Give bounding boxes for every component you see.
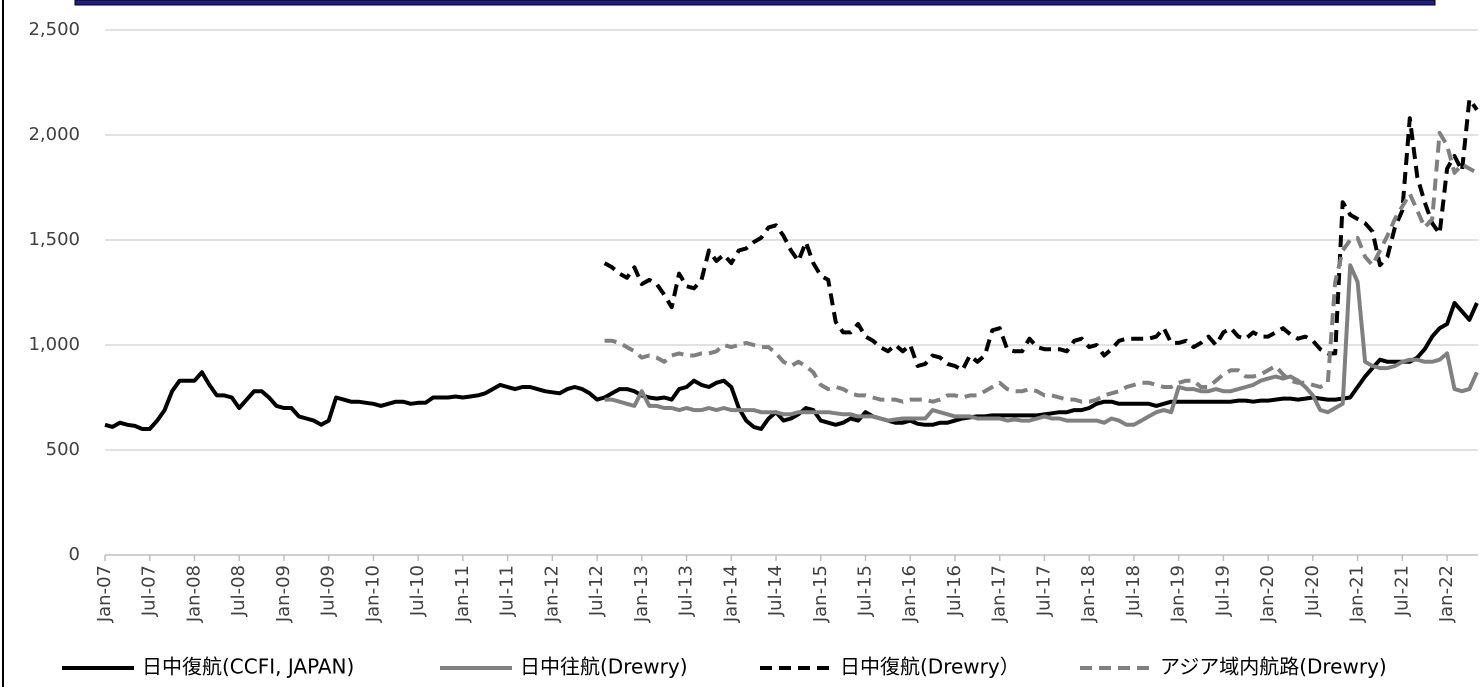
y-tick-label: 0 — [69, 544, 80, 565]
y-tick-label: 1,000 — [28, 334, 80, 355]
x-tick-label: Jan-22 — [1436, 565, 1457, 623]
x-tick-label: Jan-12 — [541, 565, 562, 623]
x-tick-label: Jul-10 — [407, 565, 428, 617]
x-tick-label: Jan-13 — [631, 565, 652, 623]
series-line — [104, 301, 1479, 431]
x-tick-label: Jan-18 — [1078, 565, 1099, 623]
x-tick-label: Jan-11 — [452, 565, 473, 623]
x-tick-label: Jan-14 — [720, 565, 741, 623]
legend-label: アジア域内航路(Drewry) — [1160, 655, 1387, 679]
legend-label: 日中往航(Drewry) — [520, 655, 688, 679]
x-tick-label: Jan-16 — [899, 565, 920, 623]
top-bar — [74, 0, 1436, 6]
x-tick-label: Jul-16 — [944, 565, 965, 617]
y-tick-label: 2,500 — [28, 19, 80, 40]
x-tick-label: Jan-09 — [273, 565, 294, 623]
y-tick-label: 1,500 — [28, 229, 80, 250]
x-tick-label: Jul-20 — [1302, 565, 1323, 617]
x-tick-label: Jul-17 — [1033, 565, 1054, 617]
x-tick-label: Jul-08 — [228, 565, 249, 617]
x-tick-label: Jul-18 — [1123, 565, 1144, 617]
x-tick-label: Jan-15 — [810, 565, 831, 623]
x-tick-label: Jan-17 — [989, 565, 1010, 623]
x-tick-label: Jul-14 — [765, 565, 786, 617]
y-tick-label: 500 — [46, 439, 80, 460]
x-tick-label: Jul-15 — [855, 565, 876, 617]
series-line — [604, 263, 1479, 427]
x-tick-label: Jul-09 — [318, 565, 339, 617]
x-tick-label: Jul-12 — [586, 565, 607, 617]
x-tick-label: Jan-07 — [94, 565, 115, 623]
x-tick-label: Jul-13 — [676, 565, 697, 617]
legend-label: 日中復航(CCFI, JAPAN) — [142, 655, 354, 679]
x-tick-label: Jan-20 — [1257, 565, 1278, 623]
y-tick-label: 2,000 — [28, 124, 80, 145]
x-tick-label: Jul-11 — [497, 565, 518, 617]
series-line — [604, 130, 1478, 404]
x-tick-label: Jan-19 — [1168, 565, 1189, 623]
x-tick-label: Jul-07 — [139, 565, 160, 617]
x-tick-label: Jan-21 — [1347, 565, 1368, 623]
x-tick-label: Jan-08 — [183, 565, 204, 623]
x-tick-label: Jul-19 — [1212, 565, 1233, 617]
x-tick-label: Jan-10 — [362, 565, 383, 623]
legend-label: 日中復航(Drewry） — [840, 655, 1020, 679]
x-tick-label: Jul-21 — [1391, 565, 1412, 617]
